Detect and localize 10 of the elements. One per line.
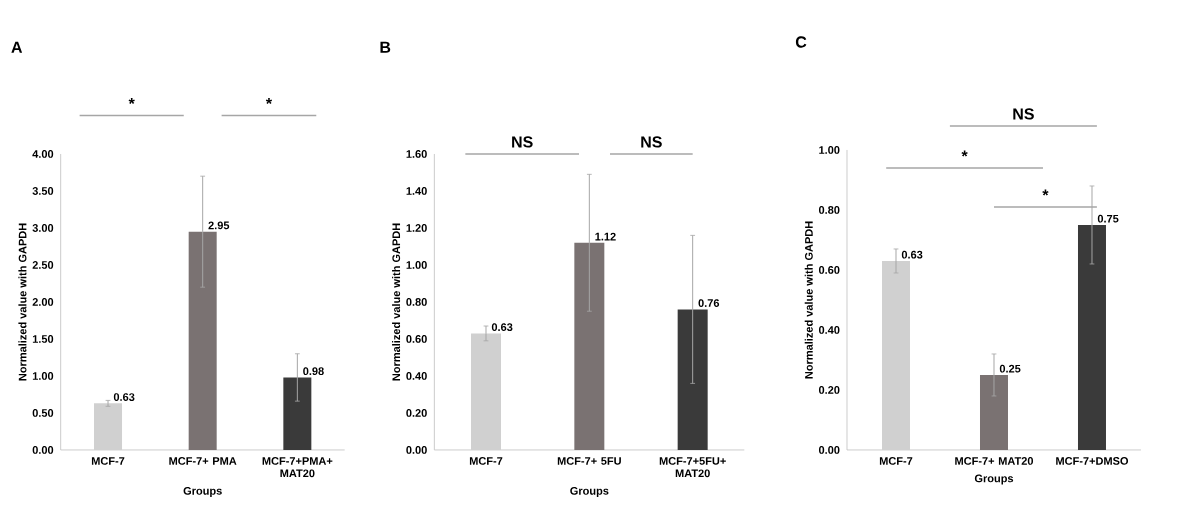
chart-title: A: [11, 41, 23, 53]
text: NS: [1013, 108, 1034, 120]
annotation: *: [1042, 189, 1049, 196]
text: NS: [641, 136, 662, 148]
text: NS: [512, 136, 533, 148]
chart-title: B: [380, 41, 391, 53]
annotation: *: [961, 150, 968, 157]
text: *: [128, 98, 135, 105]
chart-title: C: [795, 36, 807, 48]
text: *: [265, 98, 273, 105]
